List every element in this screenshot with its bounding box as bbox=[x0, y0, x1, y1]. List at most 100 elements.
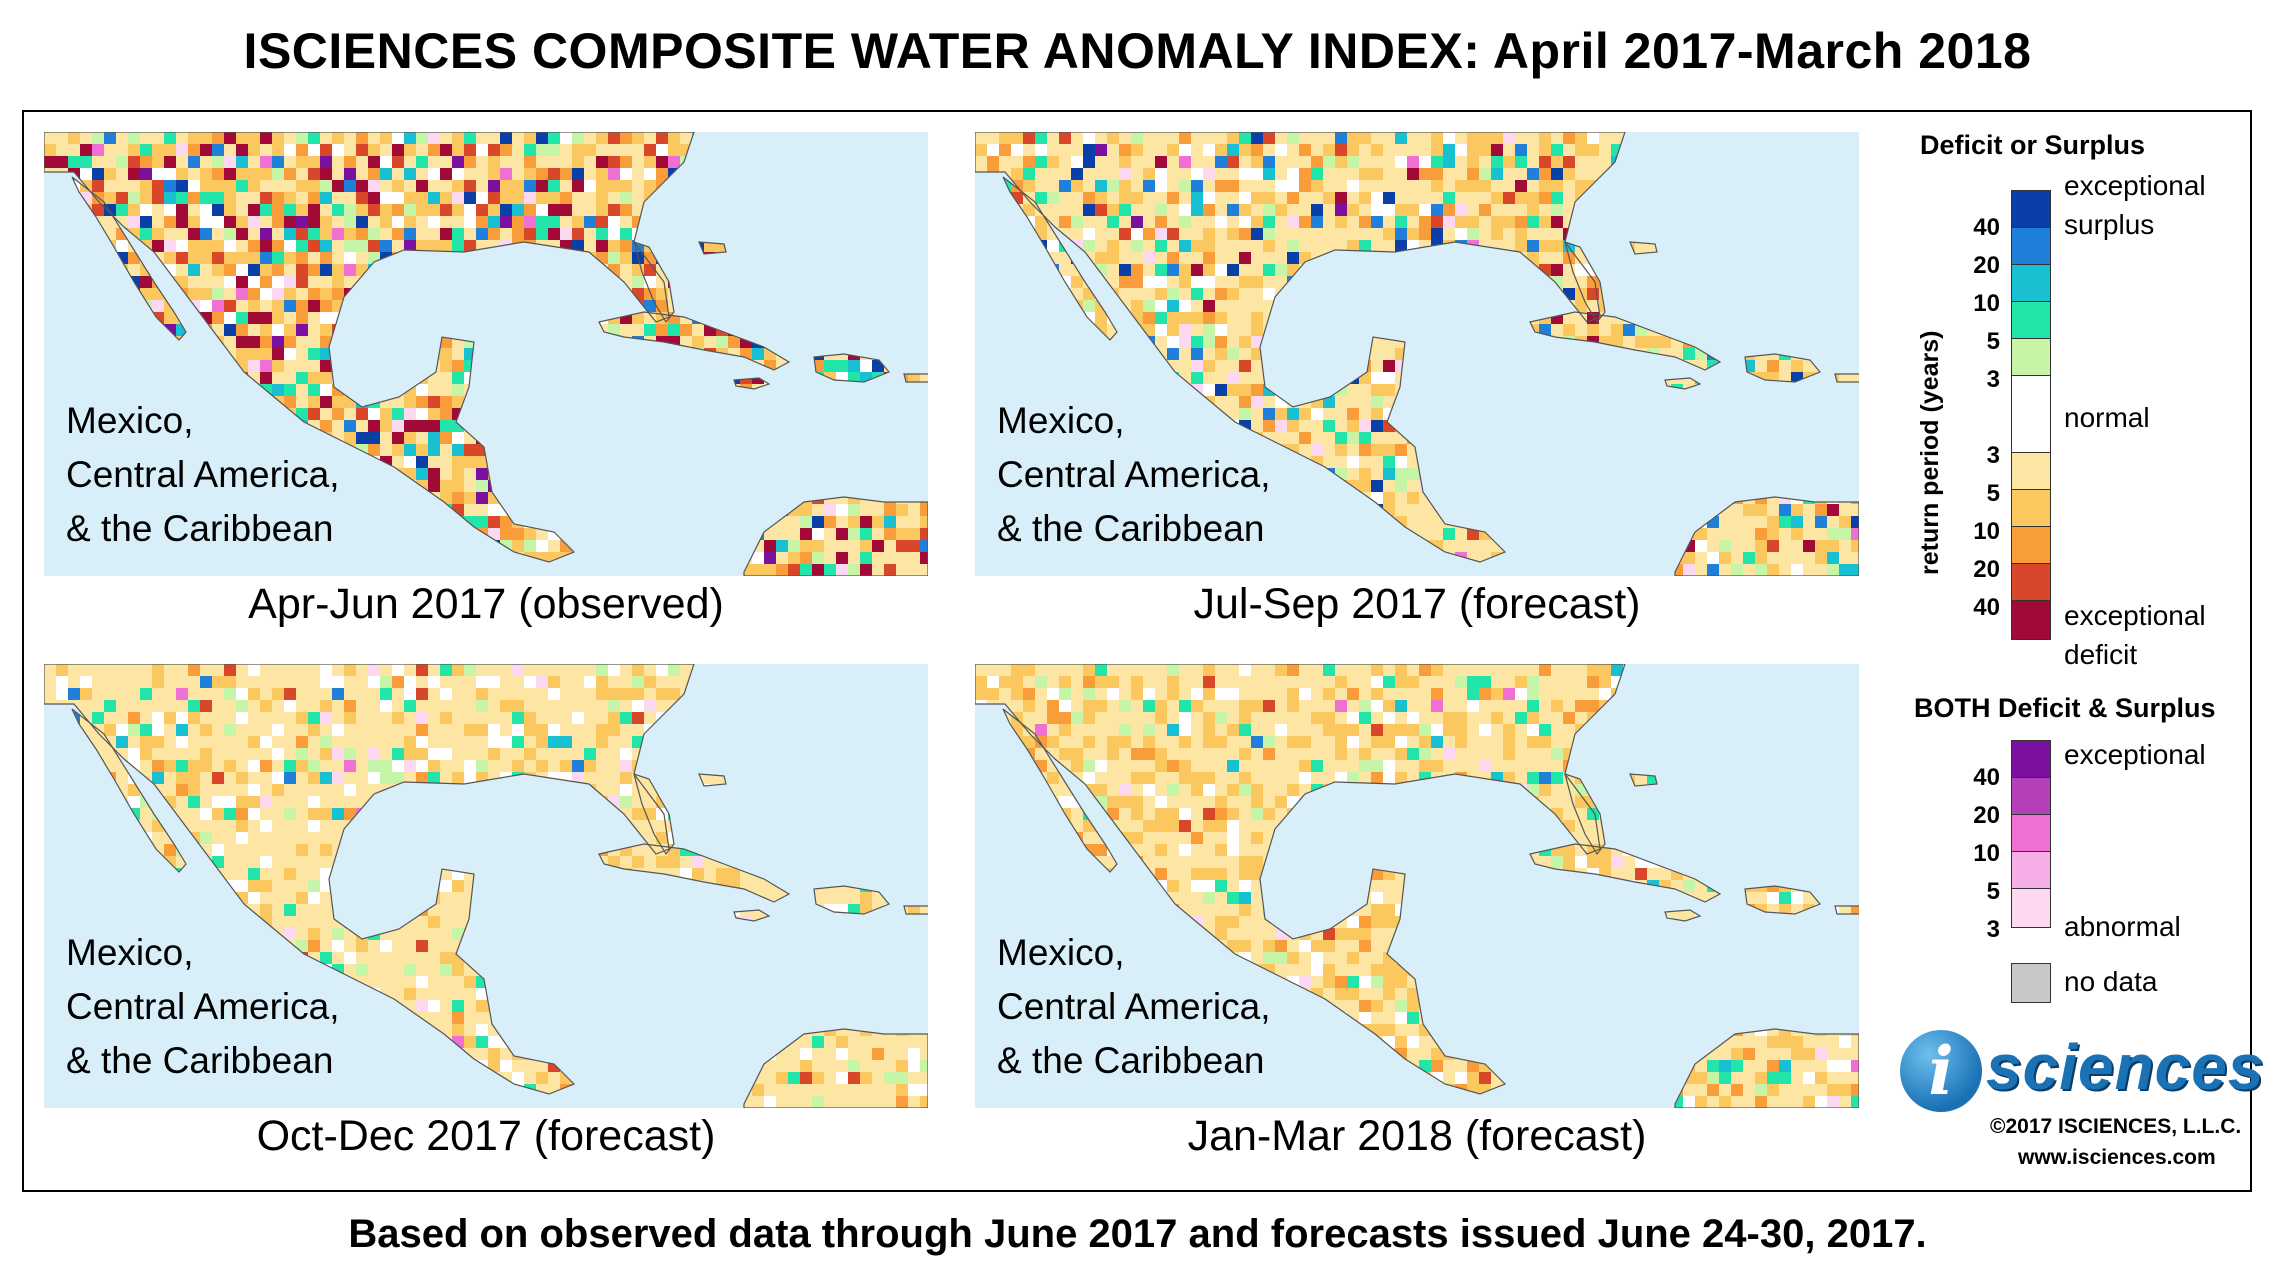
anomaly-cell bbox=[1479, 168, 1491, 180]
land-outline bbox=[633, 241, 675, 324]
anomaly-cell bbox=[1275, 252, 1287, 264]
anomaly-cell bbox=[1383, 168, 1395, 180]
anomaly-cell bbox=[1323, 204, 1335, 216]
anomaly-cell bbox=[1239, 276, 1251, 288]
anomaly-cell bbox=[272, 252, 284, 264]
anomaly-cell bbox=[416, 228, 428, 240]
anomaly-cell bbox=[296, 252, 308, 264]
anomaly-cell bbox=[212, 312, 224, 324]
anomaly-cell bbox=[164, 168, 176, 180]
anomaly-cell bbox=[1143, 312, 1155, 324]
anomaly-cell bbox=[1323, 456, 1335, 468]
anomaly-cell bbox=[200, 240, 212, 252]
anomaly-cell bbox=[236, 336, 248, 348]
anomaly-cell bbox=[1527, 240, 1539, 252]
anomaly-cell bbox=[1563, 312, 1575, 324]
anomaly-cell bbox=[1551, 132, 1563, 144]
anomaly-cell bbox=[848, 552, 860, 564]
anomaly-cell bbox=[440, 240, 452, 252]
anomaly-cell bbox=[1239, 156, 1251, 168]
anomaly-cell bbox=[1467, 144, 1479, 156]
anomaly-cell bbox=[320, 228, 332, 240]
anomaly-cell bbox=[1071, 216, 1083, 228]
anomaly-cell bbox=[1455, 132, 1467, 144]
anomaly-cell bbox=[296, 156, 308, 168]
anomaly-cell bbox=[284, 168, 296, 180]
anomaly-cell bbox=[224, 252, 236, 264]
anomaly-cell bbox=[1479, 132, 1491, 144]
anomaly-cell bbox=[1083, 156, 1095, 168]
anomaly-cell bbox=[1059, 180, 1071, 192]
anomaly-cell bbox=[1179, 156, 1191, 168]
anomaly-cell bbox=[1023, 204, 1035, 216]
anomaly-cell bbox=[1239, 384, 1251, 396]
anomaly-cell bbox=[1587, 132, 1599, 144]
anomaly-cell bbox=[1275, 192, 1287, 204]
anomaly-cell bbox=[428, 216, 440, 228]
anomaly-cell bbox=[1503, 192, 1515, 204]
anomaly-cell bbox=[1395, 180, 1407, 192]
land-outline bbox=[44, 132, 695, 563]
anomaly-cell bbox=[1191, 288, 1203, 300]
anomaly-cell bbox=[1227, 336, 1239, 348]
anomaly-cell bbox=[392, 240, 404, 252]
anomaly-cell bbox=[1203, 144, 1215, 156]
anomaly-cell bbox=[680, 132, 692, 144]
anomaly-cell bbox=[236, 216, 248, 228]
anomaly-cell bbox=[1155, 192, 1167, 204]
anomaly-cell bbox=[236, 264, 248, 276]
anomaly-cell bbox=[800, 540, 812, 552]
land-outline bbox=[71, 176, 187, 341]
anomaly-cell bbox=[1239, 408, 1251, 420]
anomaly-cell bbox=[308, 276, 320, 288]
anomaly-cell bbox=[1371, 204, 1383, 216]
anomaly-cell bbox=[1455, 204, 1467, 216]
anomaly-cell bbox=[1155, 228, 1167, 240]
anomaly-cell bbox=[1383, 396, 1395, 408]
anomaly-cell bbox=[476, 192, 488, 204]
anomaly-cell bbox=[884, 528, 896, 540]
anomaly-cell bbox=[1383, 216, 1395, 228]
anomaly-cell bbox=[128, 192, 140, 204]
anomaly-cell bbox=[908, 540, 920, 552]
anomaly-cell bbox=[296, 192, 308, 204]
anomaly-cell bbox=[476, 456, 488, 468]
anomaly-cell bbox=[224, 216, 236, 228]
anomaly-cell bbox=[1155, 240, 1167, 252]
anomaly-cell bbox=[1275, 276, 1287, 288]
anomaly-cell bbox=[572, 240, 584, 252]
anomaly-cell bbox=[860, 564, 872, 576]
anomaly-cell bbox=[1179, 264, 1191, 276]
anomaly-cell bbox=[1191, 300, 1203, 312]
anomaly-cell bbox=[1419, 216, 1431, 228]
anomaly-cell bbox=[1563, 264, 1575, 276]
anomaly-cell bbox=[1539, 192, 1551, 204]
anomaly-cell bbox=[320, 240, 332, 252]
anomaly-cell bbox=[1275, 432, 1287, 444]
anomaly-cell bbox=[1383, 372, 1395, 384]
anomaly-cell bbox=[488, 180, 500, 192]
anomaly-cell bbox=[1551, 252, 1563, 264]
anomaly-cell bbox=[1551, 156, 1563, 168]
anomaly-cell bbox=[1347, 168, 1359, 180]
anomaly-cell bbox=[884, 540, 896, 552]
anomaly-cell bbox=[1383, 348, 1395, 360]
anomaly-cell bbox=[1371, 168, 1383, 180]
anomaly-cell bbox=[1191, 168, 1203, 180]
anomaly-cell bbox=[788, 516, 800, 528]
anomaly-cell bbox=[440, 348, 452, 360]
anomaly-cell bbox=[1335, 456, 1347, 468]
anomaly-cell bbox=[1299, 228, 1311, 240]
anomaly-cell bbox=[1095, 180, 1107, 192]
anomaly-cell bbox=[224, 144, 236, 156]
anomaly-cell bbox=[164, 240, 176, 252]
anomaly-cell bbox=[428, 384, 440, 396]
anomaly-cell bbox=[1383, 480, 1395, 492]
anomaly-cell bbox=[260, 264, 272, 276]
anomaly-cell bbox=[212, 252, 224, 264]
anomaly-cell bbox=[200, 204, 212, 216]
anomaly-cell bbox=[1527, 192, 1539, 204]
anomaly-cell bbox=[1347, 384, 1359, 396]
anomaly-cell bbox=[1179, 240, 1191, 252]
anomaly-cell bbox=[1167, 240, 1179, 252]
